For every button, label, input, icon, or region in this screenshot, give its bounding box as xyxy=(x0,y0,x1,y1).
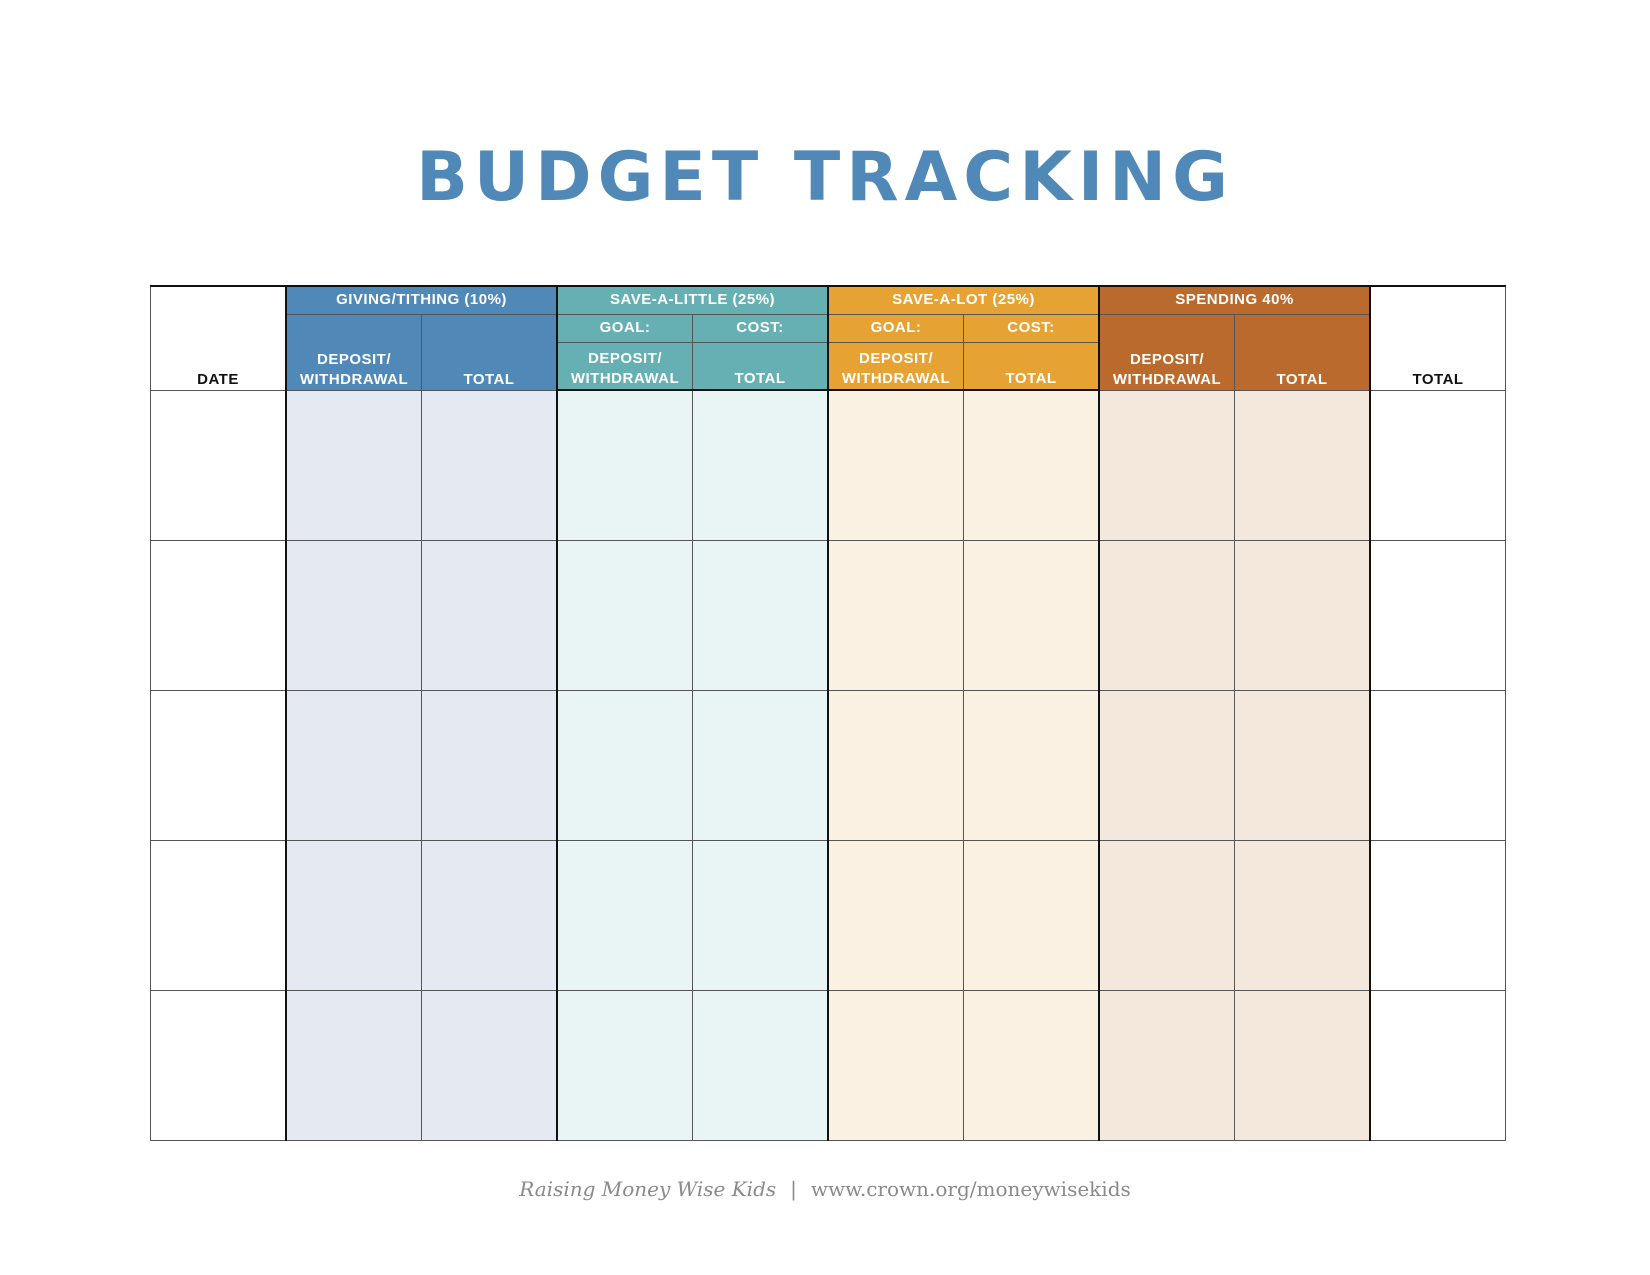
save-little-deposit-cell[interactable] xyxy=(556,389,694,541)
save-little-total-cell[interactable] xyxy=(692,539,830,691)
save-little-cost-label: COST: xyxy=(692,313,830,343)
save-alot-deposit-cell[interactable] xyxy=(827,539,965,691)
save-little-total-header: TOTAL xyxy=(692,341,830,391)
spending-total-header: TOTAL xyxy=(1234,313,1372,391)
spending-total-cell[interactable] xyxy=(1234,839,1372,991)
table-row xyxy=(150,539,1507,691)
spending-deposit-cell[interactable] xyxy=(1098,539,1236,691)
footer-url[interactable]: www.crown.org/moneywisekids xyxy=(810,1177,1131,1201)
spending-deposit-cell[interactable] xyxy=(1098,389,1236,541)
spending-deposit-cell[interactable] xyxy=(1098,839,1236,991)
giving-deposit-cell[interactable] xyxy=(285,839,422,991)
spending-deposit-header: DEPOSIT/WITHDRAWAL xyxy=(1098,313,1236,391)
spending-group-header: SPENDING 40% xyxy=(1098,285,1372,315)
save-little-deposit-cell[interactable] xyxy=(556,539,694,691)
save-alot-total-cell[interactable] xyxy=(963,539,1101,691)
footer-brand: Raising Money Wise Kids xyxy=(519,1177,777,1201)
save-alot-deposit-cell[interactable] xyxy=(827,689,965,841)
spending-deposit-cell[interactable] xyxy=(1098,689,1236,841)
save-alot-cost-label: COST: xyxy=(963,313,1101,343)
save-alot-total-cell[interactable] xyxy=(963,689,1101,841)
budget-sheet: DATE GIVING/TITHING (10%) SAVE-A-LITTLE … xyxy=(150,285,1507,1141)
giving-total-header: TOTAL xyxy=(421,313,559,391)
save-alot-deposit-cell[interactable] xyxy=(827,839,965,991)
spending-total-cell[interactable] xyxy=(1234,539,1372,691)
save-alot-total-cell[interactable] xyxy=(963,839,1101,991)
date-cell[interactable] xyxy=(150,989,287,1141)
giving-deposit-cell[interactable] xyxy=(285,989,422,1141)
save-alot-goal-label: GOAL: xyxy=(827,313,965,343)
giving-total-cell[interactable] xyxy=(421,839,559,991)
spending-total-cell[interactable] xyxy=(1234,689,1372,841)
page-title: BUDGET TRACKING xyxy=(416,138,1234,217)
grand-total-cell[interactable] xyxy=(1369,989,1507,1141)
save-alot-deposit-cell[interactable] xyxy=(827,389,965,541)
save-alot-total-header: TOTAL xyxy=(963,341,1101,391)
grand-total-cell[interactable] xyxy=(1369,389,1507,541)
date-cell[interactable] xyxy=(150,539,287,691)
giving-deposit-cell[interactable] xyxy=(285,539,422,691)
footer: Raising Money Wise Kids | www.crown.org/mo… xyxy=(0,1177,1650,1201)
date-cell[interactable] xyxy=(150,389,287,541)
date-header: DATE xyxy=(150,285,287,391)
grand-total-cell[interactable] xyxy=(1369,539,1507,691)
giving-deposit-header: DEPOSIT/WITHDRAWAL xyxy=(285,313,422,391)
spending-total-cell[interactable] xyxy=(1234,389,1372,541)
save-little-total-cell[interactable] xyxy=(692,839,830,991)
save-little-deposit-cell[interactable] xyxy=(556,839,694,991)
save-alot-total-cell[interactable] xyxy=(963,989,1101,1141)
giving-total-cell[interactable] xyxy=(421,389,559,541)
table-row xyxy=(150,689,1507,841)
save-little-deposit-cell[interactable] xyxy=(556,689,694,841)
giving-group-header: GIVING/TITHING (10%) xyxy=(285,285,559,315)
grand-total-cell[interactable] xyxy=(1369,689,1507,841)
save-alot-deposit-header: DEPOSIT/WITHDRAWAL xyxy=(827,341,965,391)
spending-deposit-cell[interactable] xyxy=(1098,989,1236,1141)
giving-total-cell[interactable] xyxy=(421,989,559,1141)
save-little-total-cell[interactable] xyxy=(692,689,830,841)
grand-total-header: TOTAL xyxy=(1369,285,1507,391)
save-alot-total-cell[interactable] xyxy=(963,389,1101,541)
table-row xyxy=(150,389,1507,541)
save-little-deposit-header: DEPOSIT/WITHDRAWAL xyxy=(556,341,694,391)
save-alot-deposit-cell[interactable] xyxy=(827,989,965,1141)
spending-total-cell[interactable] xyxy=(1234,989,1372,1141)
save-little-total-cell[interactable] xyxy=(692,389,830,541)
save-little-deposit-cell[interactable] xyxy=(556,989,694,1141)
save-little-total-cell[interactable] xyxy=(692,989,830,1141)
giving-total-cell[interactable] xyxy=(421,689,559,841)
footer-separator: | xyxy=(790,1177,797,1201)
budget-table: DATE GIVING/TITHING (10%) SAVE-A-LITTLE … xyxy=(150,285,1507,1141)
date-cell[interactable] xyxy=(150,839,287,991)
save-little-goal-label: GOAL: xyxy=(556,313,694,343)
save-little-group-header: SAVE-A-LITTLE (25%) xyxy=(556,285,830,315)
grand-total-cell[interactable] xyxy=(1369,839,1507,991)
date-cell[interactable] xyxy=(150,689,287,841)
save-alot-group-header: SAVE-A-LOT (25%) xyxy=(827,285,1101,315)
table-row xyxy=(150,989,1507,1141)
giving-deposit-cell[interactable] xyxy=(285,689,422,841)
giving-total-cell[interactable] xyxy=(421,539,559,691)
giving-deposit-cell[interactable] xyxy=(285,389,422,541)
table-row xyxy=(150,839,1507,991)
